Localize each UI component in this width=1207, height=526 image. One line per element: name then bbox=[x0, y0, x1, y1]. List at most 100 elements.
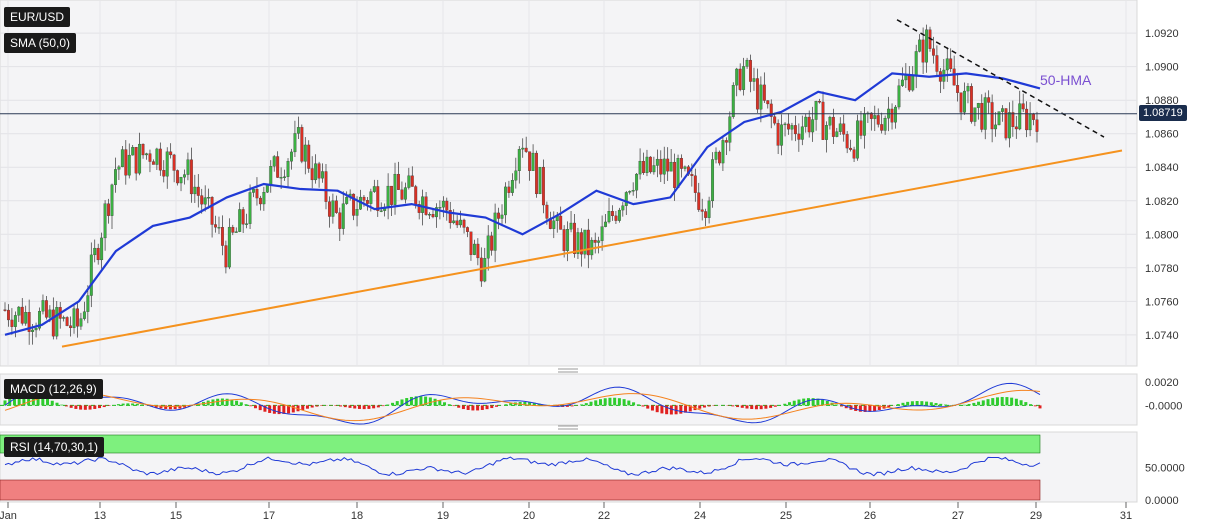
macd-histogram-bar bbox=[495, 405, 499, 407]
macd-histogram-bar bbox=[617, 398, 621, 406]
candle-body bbox=[414, 186, 418, 205]
macd-histogram-bar bbox=[877, 405, 881, 410]
macd-histogram-bar bbox=[116, 404, 120, 406]
macd-histogram-bar bbox=[291, 405, 295, 413]
macd-histogram-bar bbox=[27, 394, 31, 406]
candle-body bbox=[317, 163, 321, 179]
symbol-badge[interactable]: EUR/USD bbox=[4, 7, 71, 27]
macd-histogram-bar bbox=[102, 405, 106, 408]
macd-histogram-bar bbox=[452, 405, 456, 407]
candle-body bbox=[600, 226, 604, 241]
candle-body bbox=[386, 185, 390, 208]
candle-body bbox=[390, 185, 394, 205]
candle-body bbox=[466, 227, 469, 232]
macd-tick-label: 0.0020 bbox=[1145, 377, 1179, 389]
candle-body bbox=[438, 207, 442, 209]
macd-histogram-bar bbox=[797, 399, 801, 406]
macd-histogram-bar bbox=[343, 405, 347, 408]
x-tick-label: 18 bbox=[351, 510, 363, 522]
macd-histogram-bar bbox=[754, 405, 758, 410]
candle-body bbox=[973, 107, 977, 122]
macd-histogram-bar bbox=[88, 405, 92, 410]
candle-body bbox=[324, 171, 328, 202]
candle-body bbox=[945, 58, 949, 71]
candle-body bbox=[155, 148, 159, 165]
macd-histogram-bar bbox=[896, 404, 900, 406]
candle-body bbox=[296, 127, 300, 134]
candle-body bbox=[776, 123, 780, 146]
candle-body bbox=[107, 203, 110, 216]
candle-body bbox=[493, 212, 497, 251]
macd-histogram-bar bbox=[83, 405, 87, 410]
sma-indicator-badge[interactable]: SMA (50,0) bbox=[4, 33, 77, 53]
macd-histogram-bar bbox=[1029, 404, 1033, 406]
candle-body bbox=[759, 84, 763, 110]
macd-histogram-bar bbox=[825, 401, 829, 406]
candle-body bbox=[894, 106, 897, 123]
macd-histogram-bar bbox=[835, 404, 839, 406]
candle-body bbox=[1025, 108, 1029, 131]
candle-body bbox=[911, 75, 915, 91]
candle-body bbox=[966, 86, 970, 92]
macd-histogram-bar bbox=[504, 404, 508, 406]
macd-histogram-bar bbox=[22, 395, 26, 406]
candle-body bbox=[541, 166, 545, 206]
x-tick-label: 20 bbox=[523, 510, 535, 522]
macd-histogram-bar bbox=[844, 405, 848, 409]
candle-body bbox=[749, 59, 752, 82]
hma-line bbox=[4, 72, 1041, 336]
macd-histogram-bar bbox=[806, 398, 810, 406]
macd-histogram-bar bbox=[17, 395, 21, 406]
macd-histogram-bar bbox=[485, 405, 489, 410]
candle-body bbox=[441, 200, 445, 208]
macd-histogram-bar bbox=[50, 400, 54, 406]
candle-body bbox=[818, 101, 822, 103]
panel-divider-handle[interactable] bbox=[558, 368, 578, 373]
candle-body bbox=[538, 166, 542, 195]
candle-body bbox=[217, 227, 221, 229]
candle-body bbox=[925, 29, 929, 63]
macd-histogram-bar bbox=[910, 401, 914, 406]
macd-histogram-bar bbox=[235, 400, 239, 406]
panel-divider-handle[interactable] bbox=[558, 425, 578, 430]
candle-body bbox=[290, 151, 293, 162]
candle-body bbox=[1035, 119, 1039, 132]
macd-histogram-bar bbox=[967, 403, 971, 406]
candle-body bbox=[1028, 113, 1032, 131]
macd-histogram-bar bbox=[395, 401, 399, 406]
candle-body bbox=[117, 166, 121, 170]
macd-histogram-bar bbox=[107, 405, 111, 406]
candle-body bbox=[976, 103, 980, 108]
macd-histogram-bar bbox=[688, 405, 692, 412]
candle-body bbox=[1001, 108, 1004, 112]
macd-indicator-badge[interactable]: MACD (12,26,9) bbox=[4, 379, 103, 399]
candle-body bbox=[631, 190, 635, 192]
macd-histogram-bar bbox=[655, 405, 659, 413]
candle-body bbox=[949, 58, 953, 70]
macd-histogram-bar bbox=[461, 405, 465, 410]
candle-body bbox=[873, 115, 877, 119]
y-axis-rsi: 50.0000 0.0000 bbox=[1145, 463, 1185, 508]
candle-body bbox=[742, 66, 746, 90]
macd-histogram-bar bbox=[594, 400, 598, 406]
candle-body bbox=[207, 197, 211, 199]
macd-histogram-bar bbox=[36, 396, 40, 406]
candle-body bbox=[645, 156, 649, 174]
macd-histogram-bar bbox=[986, 399, 990, 406]
macd-histogram-bar bbox=[79, 405, 83, 410]
y-tick-label: 1.0760 bbox=[1145, 296, 1179, 308]
macd-histogram-bar bbox=[46, 398, 50, 406]
macd-histogram-bar bbox=[409, 396, 413, 406]
candle-body bbox=[956, 85, 960, 93]
candle-body bbox=[607, 211, 611, 223]
candle-body bbox=[790, 125, 794, 130]
macd-histogram-bar bbox=[915, 401, 919, 406]
rsi-indicator-badge[interactable]: RSI (14,70,30,1) bbox=[4, 437, 105, 457]
rsi-line bbox=[4, 456, 1041, 477]
candle-body bbox=[876, 115, 880, 125]
macd-histogram-bar bbox=[565, 405, 569, 407]
candle-body bbox=[234, 231, 238, 233]
macd-histogram-bar bbox=[362, 405, 366, 410]
candle-body bbox=[693, 175, 697, 193]
candle-body bbox=[327, 201, 331, 217]
